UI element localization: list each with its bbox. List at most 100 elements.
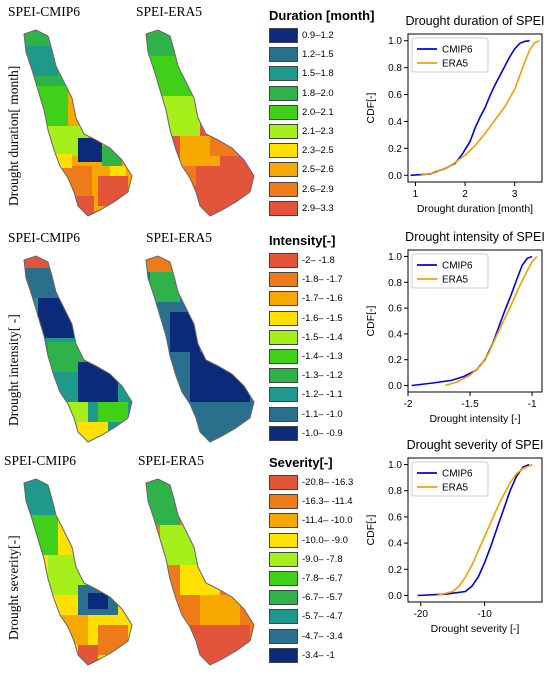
legend-item: -1.4– -1.3 — [269, 348, 343, 365]
legend-swatch — [269, 104, 298, 120]
legend-title-duration: Duration [month] — [269, 8, 375, 23]
legend-swatch — [269, 253, 298, 268]
legend-item: 1.8–2.0 — [269, 85, 334, 102]
legend-label-cmip6: CMIP6 — [442, 45, 473, 56]
legend-label: -10.0– -9.0 — [302, 534, 348, 546]
legend-item: -1.8– -1.7 — [269, 271, 343, 288]
legend-swatch — [269, 47, 298, 63]
legend-swatch — [269, 513, 298, 529]
legend-label: 2.0–2.1 — [302, 106, 334, 118]
cdf-chart-intensity: Drought intensity of SPEI 0.0 0.2 0.4 0.6 0.8… — [365, 230, 545, 425]
legend-label: -1.0– -0.9 — [302, 427, 343, 439]
legend-label: -1.6– -1.5 — [302, 312, 343, 324]
y-tick-label: 0.0 — [388, 381, 402, 392]
legend-item: -20.8– -16.3 — [269, 474, 353, 491]
chart-title: Drought intensity of SPEI — [405, 230, 545, 244]
legend-swatch — [269, 349, 298, 364]
legend-label: -9.0– -7.8 — [302, 553, 343, 565]
y-tick-label: 0.0 — [388, 171, 402, 182]
legend-swatch — [269, 124, 298, 139]
x-tick-label: -2 — [404, 399, 413, 410]
legend-item: -1.2– -1.1 — [269, 386, 343, 403]
legend-swatch — [269, 272, 298, 288]
chart-title: Drought severity of SPEI — [407, 438, 544, 452]
x-tick-label: 2 — [462, 189, 468, 200]
legend-label: -1.5– -1.4 — [302, 331, 343, 343]
legend-item: -11.4– -10.0 — [269, 512, 353, 529]
legend-item: -9.0– -7.8 — [269, 551, 343, 568]
legend-label: 2.9–3.3 — [302, 202, 334, 214]
legend-item: 2.5–2.6 — [269, 161, 334, 178]
legend-swatch — [269, 291, 298, 307]
legend-swatch — [269, 551, 298, 567]
y-tick-label: 0.8 — [388, 486, 402, 497]
legend-label: -2– -1.8 — [302, 255, 335, 266]
y-tick-label: 0.2 — [388, 355, 402, 366]
legend-label: 2.3–2.5 — [302, 145, 334, 157]
legend-swatch — [269, 200, 298, 216]
x-axis-label: Drought severity [-] — [431, 623, 520, 635]
plot-frame — [407, 457, 543, 603]
map-cmip6-duration — [18, 26, 138, 221]
legend-label: -1.8– -1.7 — [302, 274, 343, 286]
legend-swatch — [269, 66, 298, 82]
y-tick-label: 0.6 — [388, 304, 402, 315]
legend-item: -7.8– -6.7 — [269, 570, 343, 587]
legend-label: -7.8– -6.7 — [302, 573, 343, 584]
y-tick-label: 0.4 — [388, 117, 402, 128]
legend-swatch — [269, 494, 298, 510]
legend-label: 1.2–1.5 — [302, 49, 334, 61]
legend-label: -11.4– -10.0 — [302, 515, 353, 527]
legend-swatch — [269, 162, 298, 178]
y-tick-label: 0.4 — [388, 539, 402, 550]
y-axis-label: CDF[-] — [365, 514, 377, 545]
legend-label: 0.9–1.2 — [302, 30, 334, 41]
x-tick-label: -20 — [414, 609, 429, 620]
legend-label-era5: ERA5 — [442, 275, 469, 286]
legend-swatch — [269, 181, 298, 197]
legend-label: -5.7– -4.7 — [302, 611, 343, 623]
legend-swatch — [269, 406, 298, 422]
legend-item: -1.0– -0.9 — [269, 425, 343, 442]
legend-swatch — [269, 143, 298, 159]
legend-item: 2.3–2.5 — [269, 142, 334, 159]
series-line-cmip6 — [411, 255, 533, 387]
legend-label: -1.7– -1.6 — [302, 293, 343, 305]
series-line-cmip6 — [417, 463, 530, 597]
legend-label: -1.3– -1.2 — [302, 370, 343, 382]
legend-swatch — [269, 368, 298, 384]
x-axis-label: Drought duration [month] — [417, 203, 533, 215]
legend-label-era5: ERA5 — [442, 483, 469, 494]
legend-title-severity: Severity[-] — [269, 455, 333, 470]
legend-swatch — [269, 571, 298, 586]
y-tick-label: 0.6 — [388, 512, 402, 523]
legend-label: -1.2– -1.1 — [302, 389, 343, 401]
legend-label: -1.1– -1.0 — [302, 408, 343, 420]
legend-item: -5.7– -4.7 — [269, 608, 343, 625]
legend-item: -10.0– -9.0 — [269, 532, 348, 549]
legend-swatch — [269, 475, 298, 490]
legend-label: -16.3– -11.4 — [302, 496, 353, 508]
x-tick-label: -1.5 — [461, 399, 479, 410]
legend-item: -1.7– -1.6 — [269, 290, 343, 307]
legend-label: 1.5–1.8 — [302, 68, 334, 80]
plot-frame — [407, 249, 543, 393]
legend-label: -6.7– -5.7 — [302, 592, 343, 604]
y-tick-label: 0.6 — [388, 90, 402, 101]
legend-item: -16.3– -11.4 — [269, 493, 353, 510]
legend-swatch — [269, 425, 298, 441]
legend-label: 2.1–2.3 — [302, 126, 334, 137]
legend-label: -4.7– -3.4 — [302, 630, 343, 642]
legend-item: 2.0–2.1 — [269, 104, 334, 121]
legend-item: 2.1–2.3 — [269, 123, 334, 140]
y-tick-label: 0.2 — [388, 565, 402, 576]
x-tick-label: -10 — [477, 609, 492, 620]
legend-item: 2.9–3.3 — [269, 200, 334, 217]
legend-item: -2– -1.8 — [269, 252, 335, 269]
legend-label-cmip6: CMIP6 — [442, 261, 473, 272]
y-tick-label: 0.2 — [388, 144, 402, 155]
chart-title: Drought duration of SPEI — [406, 14, 545, 28]
x-tick-label: 3 — [512, 189, 518, 200]
legend-item: 1.5–1.8 — [269, 65, 334, 82]
legend-title-intensity: Intensity[-] — [269, 233, 336, 248]
